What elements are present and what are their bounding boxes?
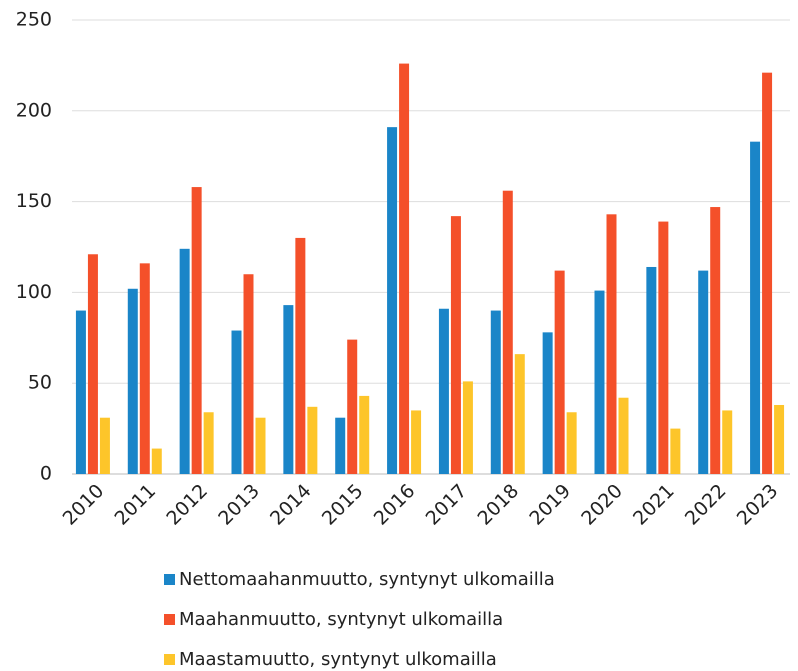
bar: [399, 63, 410, 475]
y-tick-label: 150: [16, 190, 52, 212]
legend-swatch: [164, 614, 175, 625]
bar: [295, 237, 306, 474]
x-tick-label: 2023: [733, 480, 783, 530]
bar: [606, 214, 617, 474]
y-tick-label: 250: [16, 9, 52, 31]
legend-label: Maastamuutto, syntynyt ulkomailla: [179, 649, 497, 670]
x-tick-label: 2021: [629, 480, 679, 530]
bar: [462, 381, 473, 474]
x-tick-label: 2012: [162, 480, 212, 530]
bar: [774, 404, 785, 474]
x-tick-label: 2017: [422, 480, 472, 530]
bar: [670, 428, 681, 474]
y-tick-label: 200: [16, 99, 52, 121]
bar: [762, 72, 773, 474]
bar: [191, 187, 202, 474]
bar: [359, 395, 370, 474]
x-tick-label: 2018: [473, 480, 523, 530]
x-tick-label: 2016: [370, 480, 420, 530]
x-tick-label: 2010: [59, 480, 109, 530]
bar: [139, 263, 150, 474]
bar: [151, 448, 162, 474]
bar: [566, 412, 577, 474]
legend-swatch: [164, 574, 175, 585]
x-tick-label: 2020: [577, 480, 627, 530]
bar: [594, 290, 605, 474]
bar: [722, 410, 733, 474]
bar: [618, 397, 629, 474]
y-tick-label: 100: [16, 281, 52, 303]
bar: [490, 310, 501, 474]
bar: [307, 406, 318, 474]
legend-swatch: [164, 654, 175, 665]
bar: [646, 266, 657, 474]
bar: [255, 417, 266, 474]
x-tick-label: 2011: [110, 480, 160, 530]
bar: [450, 216, 461, 475]
bar: [231, 330, 242, 474]
x-tick-label: 2014: [266, 480, 316, 530]
bar: [542, 332, 553, 474]
x-tick-label: 2015: [318, 480, 368, 530]
bar: [698, 270, 709, 474]
x-tick-label: 2019: [525, 480, 575, 530]
bar: [283, 305, 294, 474]
y-tick-label: 50: [28, 372, 52, 394]
legend-label: Maahanmuutto, syntynyt ulkomailla: [179, 609, 503, 630]
bar: [179, 248, 190, 474]
x-tick-label: 2022: [681, 480, 731, 530]
bar: [514, 354, 525, 474]
bar: [243, 274, 254, 474]
bar: [203, 412, 214, 474]
bar: [502, 190, 513, 475]
x-tick-label: 2013: [214, 480, 264, 530]
bar: [411, 410, 422, 474]
y-tick-label: 0: [40, 463, 52, 485]
bar: [554, 270, 565, 474]
bar: [99, 417, 110, 474]
bar: [750, 141, 761, 474]
legend-label: Nettomaahanmuutto, syntynyt ulkomailla: [179, 569, 555, 590]
bar: [710, 207, 721, 474]
bar: [658, 221, 669, 474]
bar: [335, 417, 346, 474]
bar: [87, 254, 98, 474]
bar: [75, 310, 86, 474]
bar: [127, 288, 138, 474]
bar: [347, 339, 358, 474]
bar: [438, 308, 449, 474]
bar: [387, 127, 398, 475]
